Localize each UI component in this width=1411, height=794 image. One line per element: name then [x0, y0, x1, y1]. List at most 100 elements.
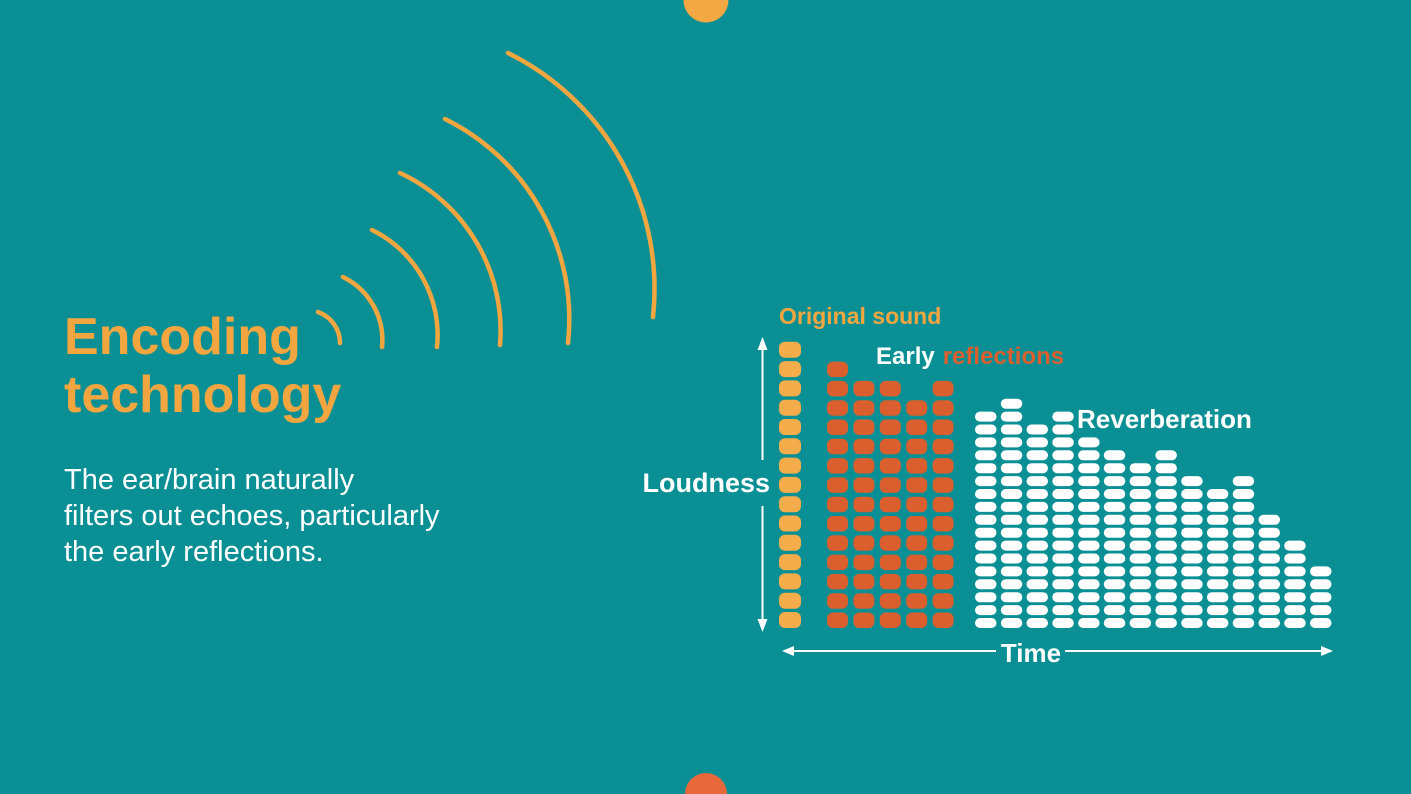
- bar-dash: [1258, 553, 1280, 564]
- bar-dash: [853, 458, 875, 474]
- bar-dash: [1078, 618, 1100, 628]
- bar-dash: [853, 438, 875, 455]
- bar-dash: [1232, 618, 1255, 628]
- bar-dash: [1000, 605, 1023, 616]
- bar-dash: [1026, 553, 1048, 564]
- bar-dash: [1129, 605, 1152, 616]
- bar-dash: [1078, 489, 1100, 499]
- bar-dash: [1310, 605, 1332, 616]
- loudness-arrow-up-icon: [757, 337, 768, 350]
- bar-dash: [1078, 437, 1100, 448]
- bar-dash: [932, 573, 954, 590]
- bar-dash: [1155, 592, 1177, 603]
- bar-dash: [1258, 592, 1280, 603]
- bar-dash: [779, 476, 801, 493]
- bar-dash: [975, 476, 997, 487]
- bar-dash: [932, 400, 954, 416]
- bar-dash: [1103, 618, 1126, 628]
- bar-dash: [975, 501, 997, 512]
- bar-dash: [779, 573, 801, 590]
- slide-body: The ear/brain naturally filters out echo…: [64, 462, 440, 570]
- bar-dash: [779, 399, 801, 416]
- bar-dash: [1232, 501, 1255, 512]
- bar-dash: [1232, 592, 1255, 603]
- slide-title-line1: Encoding: [64, 308, 301, 366]
- bar-dash: [879, 516, 901, 532]
- bar-dash: [879, 496, 901, 513]
- bar-dash: [779, 592, 801, 609]
- bar-dash: [1078, 476, 1100, 487]
- bar-dash: [1000, 579, 1023, 590]
- bar-dash: [1155, 566, 1177, 577]
- bar-dash: [1103, 489, 1126, 499]
- bar-dash: [1078, 527, 1100, 538]
- bar-dash: [1052, 437, 1074, 448]
- bar-dash: [1052, 605, 1074, 616]
- bar-dash: [1284, 540, 1306, 551]
- wave-arc-3: [369, 227, 440, 350]
- bar-dash: [779, 341, 801, 358]
- wave-arc-5: [442, 116, 572, 346]
- bar-dash: [1078, 501, 1100, 512]
- bar-dash: [975, 605, 997, 616]
- bar-dash: [879, 535, 901, 551]
- bar-dash: [932, 496, 954, 513]
- bar-dash: [1000, 463, 1023, 474]
- bar-dash: [1284, 579, 1306, 590]
- bar-dash: [827, 438, 848, 455]
- bar-dash: [1103, 540, 1126, 551]
- body-line: the early reflections.: [64, 536, 324, 568]
- bar-dash: [1000, 527, 1023, 538]
- bar-dash: [1052, 463, 1074, 474]
- bar-dash: [1000, 514, 1023, 525]
- bar-dash: [1026, 489, 1048, 499]
- bar-dash: [779, 457, 801, 474]
- bar-dash: [1206, 540, 1229, 551]
- sound-wave-arcs-icon: [315, 50, 657, 350]
- bar-dash: [932, 593, 954, 609]
- bar-dash: [1181, 566, 1203, 577]
- bar-dash: [1129, 540, 1152, 551]
- bar-dash: [1181, 514, 1203, 525]
- bar-dash: [1129, 592, 1152, 603]
- bar-dash: [975, 592, 997, 603]
- bar-dash: [1284, 553, 1306, 564]
- bar-dash: [1078, 592, 1100, 603]
- bar-dash: [827, 477, 848, 493]
- bar-dash: [1026, 463, 1048, 474]
- time-arrow-left-icon: [782, 646, 794, 656]
- bar-dash: [932, 477, 954, 493]
- bar-dash: [1284, 618, 1306, 628]
- bar-dash: [1078, 450, 1100, 461]
- bar-dash: [779, 419, 801, 435]
- time-axis-label: Time: [1000, 638, 1062, 668]
- bar-dash: [853, 573, 875, 590]
- bar-dash: [1052, 618, 1074, 628]
- wave-arc-2: [340, 274, 385, 350]
- wave-arc-1: [315, 309, 343, 346]
- bar-dash: [1181, 618, 1203, 628]
- bar-dash: [827, 458, 848, 474]
- bar-dash: [853, 554, 875, 571]
- bar-dash: [1232, 579, 1255, 590]
- bar-dash: [853, 496, 875, 513]
- bar-dash: [932, 535, 954, 551]
- bar-dash: [906, 477, 928, 493]
- bar-dash: [853, 593, 875, 609]
- bar-dash: [1206, 566, 1229, 577]
- bar-dash: [975, 489, 997, 499]
- bar-dash: [1000, 618, 1023, 628]
- bar-dash: [1103, 476, 1126, 487]
- bar-dash: [975, 540, 997, 551]
- bar-dash: [932, 380, 954, 397]
- bar-dash: [1078, 566, 1100, 577]
- bar-dash: [1181, 579, 1203, 590]
- bar-dash: [1026, 605, 1048, 616]
- bar-dash: [779, 438, 801, 455]
- bar-dash: [779, 361, 801, 378]
- bar-dash: [932, 554, 954, 571]
- bar-dash: [932, 419, 954, 435]
- bar-dash: [906, 573, 928, 590]
- bar-dash: [879, 400, 901, 416]
